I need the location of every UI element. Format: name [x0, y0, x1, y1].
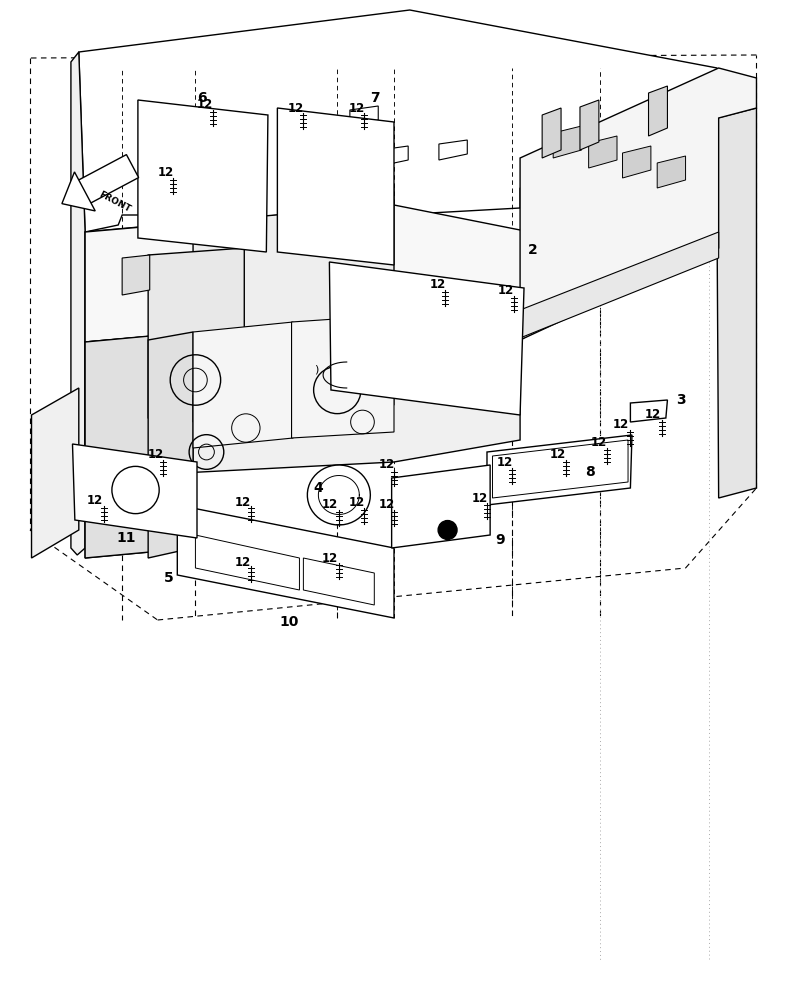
Polygon shape	[292, 315, 394, 438]
Text: 12: 12	[322, 498, 338, 512]
Text: 12: 12	[235, 556, 251, 568]
Polygon shape	[350, 106, 378, 126]
Text: 2: 2	[528, 243, 537, 257]
Text: 12: 12	[645, 408, 661, 422]
Text: 12: 12	[87, 493, 103, 506]
Polygon shape	[520, 232, 719, 338]
Text: 10: 10	[280, 615, 299, 629]
Polygon shape	[589, 136, 617, 168]
Polygon shape	[580, 100, 599, 150]
Text: 3: 3	[676, 393, 686, 407]
Polygon shape	[195, 535, 299, 590]
Polygon shape	[122, 255, 150, 295]
Text: 12: 12	[591, 436, 608, 448]
Polygon shape	[193, 378, 394, 422]
Polygon shape	[77, 155, 139, 204]
Text: FRONT: FRONT	[97, 190, 132, 214]
Text: 12: 12	[378, 498, 395, 512]
Text: 11: 11	[117, 531, 136, 545]
Text: 12: 12	[550, 448, 567, 462]
Polygon shape	[553, 126, 582, 158]
Text: 5: 5	[164, 571, 173, 585]
Text: 12: 12	[148, 448, 165, 462]
Polygon shape	[85, 315, 520, 478]
Polygon shape	[492, 440, 628, 498]
Polygon shape	[32, 388, 79, 558]
Polygon shape	[71, 52, 85, 555]
Text: 12: 12	[498, 284, 515, 296]
Polygon shape	[148, 332, 193, 558]
Polygon shape	[630, 400, 667, 422]
Text: 12: 12	[378, 458, 395, 472]
Polygon shape	[392, 465, 490, 548]
Text: 12: 12	[613, 418, 630, 432]
Polygon shape	[148, 248, 244, 435]
Text: 9: 9	[495, 533, 504, 547]
Text: 12: 12	[235, 495, 251, 508]
Polygon shape	[649, 86, 667, 136]
Polygon shape	[293, 116, 322, 136]
Polygon shape	[487, 435, 632, 505]
Text: 6: 6	[197, 91, 206, 105]
Polygon shape	[85, 332, 193, 558]
Polygon shape	[62, 172, 95, 211]
Polygon shape	[717, 108, 756, 498]
Text: 4: 4	[314, 481, 323, 495]
Polygon shape	[277, 108, 394, 265]
Text: ]: ]	[426, 324, 430, 334]
Polygon shape	[193, 322, 293, 448]
Text: 12: 12	[197, 99, 214, 111]
Text: 12: 12	[429, 278, 446, 292]
Polygon shape	[439, 140, 467, 160]
Text: ): )	[314, 364, 318, 374]
Polygon shape	[329, 262, 524, 415]
Polygon shape	[657, 156, 686, 188]
Text: 12: 12	[348, 102, 365, 114]
Polygon shape	[85, 118, 717, 342]
Text: 7: 7	[370, 91, 380, 105]
Polygon shape	[623, 146, 651, 178]
Text: 12: 12	[348, 495, 365, 508]
Polygon shape	[138, 100, 268, 252]
Text: 12: 12	[496, 456, 513, 468]
Text: 12: 12	[471, 491, 488, 504]
Polygon shape	[542, 108, 561, 158]
Polygon shape	[292, 392, 337, 420]
Text: 12: 12	[288, 102, 304, 114]
Polygon shape	[85, 222, 193, 558]
Polygon shape	[79, 10, 717, 232]
Polygon shape	[520, 68, 756, 340]
Text: 8: 8	[585, 465, 594, 479]
Text: 12: 12	[158, 165, 174, 178]
Polygon shape	[177, 505, 394, 618]
Circle shape	[438, 521, 457, 539]
Text: 12: 12	[322, 552, 338, 564]
Polygon shape	[303, 558, 374, 605]
Polygon shape	[380, 146, 408, 166]
Polygon shape	[307, 465, 370, 525]
Polygon shape	[193, 205, 394, 332]
Polygon shape	[72, 444, 197, 538]
